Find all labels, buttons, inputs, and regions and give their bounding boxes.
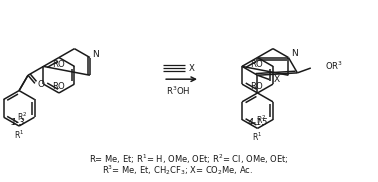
Text: N: N [93,50,99,59]
Text: N: N [291,49,298,58]
Text: OR$^3$: OR$^3$ [325,60,342,72]
Text: O: O [37,80,44,89]
Text: X: X [274,75,280,84]
Text: RO: RO [52,82,65,91]
Text: R$^2$: R$^2$ [17,111,28,123]
Text: R$^1$: R$^1$ [253,131,263,143]
Text: R$^3$= Me, Et, CH$_2$CF$_3$; X= CO$_2$Me, Ac.: R$^3$= Me, Et, CH$_2$CF$_3$; X= CO$_2$Me… [102,163,254,177]
Text: RO: RO [250,82,263,91]
Text: R= Me, Et; R$^1$= H, OMe, OEt; R$^2$= Cl, OMe, OEt;: R= Me, Et; R$^1$= H, OMe, OEt; R$^2$= Cl… [89,152,289,166]
Text: R$^3$OH: R$^3$OH [166,85,191,97]
Text: R$^2$: R$^2$ [256,113,266,126]
Text: 4-15: 4-15 [248,118,268,127]
Text: RO: RO [250,60,263,69]
Text: RO: RO [52,60,65,69]
Text: X: X [189,64,195,73]
Text: 1-3: 1-3 [10,118,25,127]
Text: R$^1$: R$^1$ [14,129,24,141]
